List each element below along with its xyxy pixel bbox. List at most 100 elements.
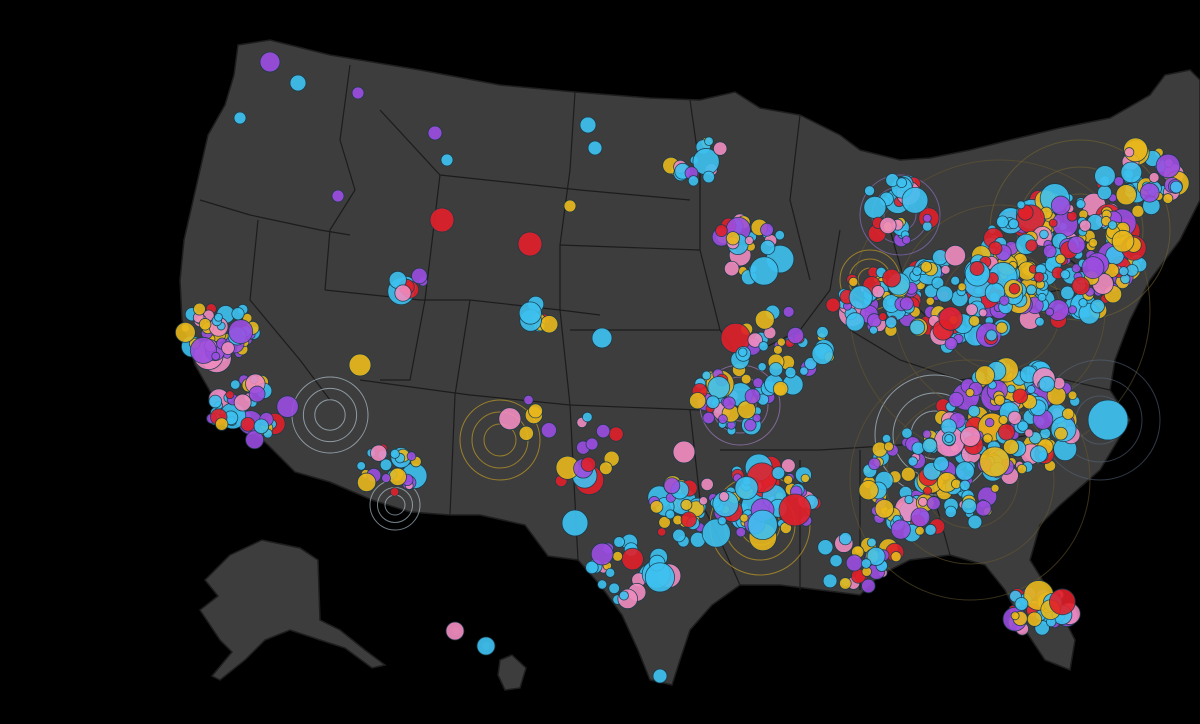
marker (702, 170, 715, 184)
marker (957, 282, 967, 292)
marker (845, 554, 863, 572)
marker (585, 437, 599, 451)
state-border (379, 109, 691, 201)
marker (723, 260, 740, 277)
marker (1155, 153, 1181, 179)
marker (1026, 611, 1043, 627)
marker (1087, 399, 1129, 441)
marker (1062, 407, 1075, 420)
ring (302, 387, 358, 443)
marker (874, 499, 895, 519)
marker (518, 425, 534, 441)
marker (429, 207, 455, 233)
marker (649, 500, 664, 514)
marker (718, 491, 730, 502)
marker (379, 458, 393, 472)
marker (702, 411, 715, 425)
marker (829, 554, 843, 568)
marker (1054, 426, 1068, 441)
state-border (789, 114, 811, 281)
marker (388, 467, 407, 487)
marker (1037, 292, 1047, 302)
ring (314, 399, 346, 431)
marker (1038, 375, 1056, 393)
marker (1008, 218, 1019, 230)
marker (214, 312, 223, 322)
marker (848, 276, 859, 287)
marker (1050, 195, 1071, 216)
marker (211, 351, 221, 361)
marker (988, 241, 1003, 256)
marker (944, 244, 966, 267)
marker (245, 430, 264, 450)
marker (1067, 390, 1078, 401)
marker (933, 455, 949, 472)
marker (1024, 428, 1034, 438)
marker (747, 332, 763, 348)
marker (406, 451, 417, 462)
marker (715, 224, 728, 238)
marker (863, 195, 887, 219)
marker (445, 621, 465, 641)
marker (215, 417, 229, 431)
marker (959, 479, 971, 491)
marker (771, 466, 786, 480)
marker (882, 268, 902, 288)
marker (858, 480, 879, 501)
marker (253, 418, 270, 434)
marker (1008, 283, 1021, 295)
marker (995, 321, 1008, 334)
marker (411, 267, 428, 285)
marker (1025, 239, 1038, 252)
marker (587, 140, 603, 156)
marker (922, 437, 938, 454)
marker (800, 473, 810, 483)
marker (394, 284, 412, 302)
marker (757, 362, 767, 372)
marker (356, 461, 366, 471)
marker (901, 235, 912, 245)
marker (1079, 219, 1092, 232)
marker (738, 347, 748, 357)
marker (965, 388, 975, 398)
marker (948, 391, 964, 408)
marker (591, 327, 613, 349)
marker (582, 411, 593, 423)
marker (1060, 269, 1071, 280)
marker (725, 231, 740, 246)
marker (901, 186, 929, 214)
marker (940, 265, 951, 275)
marker (1033, 271, 1045, 283)
marker (915, 526, 925, 536)
marker (998, 415, 1009, 425)
marker (1094, 165, 1116, 187)
marker (760, 222, 774, 237)
marker (925, 296, 935, 306)
marker (718, 414, 728, 424)
hawaii (497, 654, 527, 691)
marker (960, 426, 981, 447)
marker (968, 315, 981, 327)
marker (907, 456, 918, 467)
marker (811, 342, 834, 365)
marker (331, 189, 345, 203)
marker (901, 427, 913, 439)
marker (1081, 256, 1105, 279)
marker (605, 567, 616, 578)
marker (289, 74, 307, 92)
marker (722, 396, 736, 410)
marker (1090, 298, 1105, 314)
marker (1071, 276, 1091, 296)
marker (1006, 384, 1016, 394)
marker (658, 516, 671, 529)
marker (701, 370, 712, 381)
marker (1026, 284, 1037, 296)
marker (734, 476, 759, 500)
marker (208, 394, 223, 409)
marker (944, 434, 954, 444)
marker (1045, 307, 1055, 317)
ring (459, 399, 541, 481)
state-border (559, 244, 701, 251)
marker (540, 422, 557, 439)
